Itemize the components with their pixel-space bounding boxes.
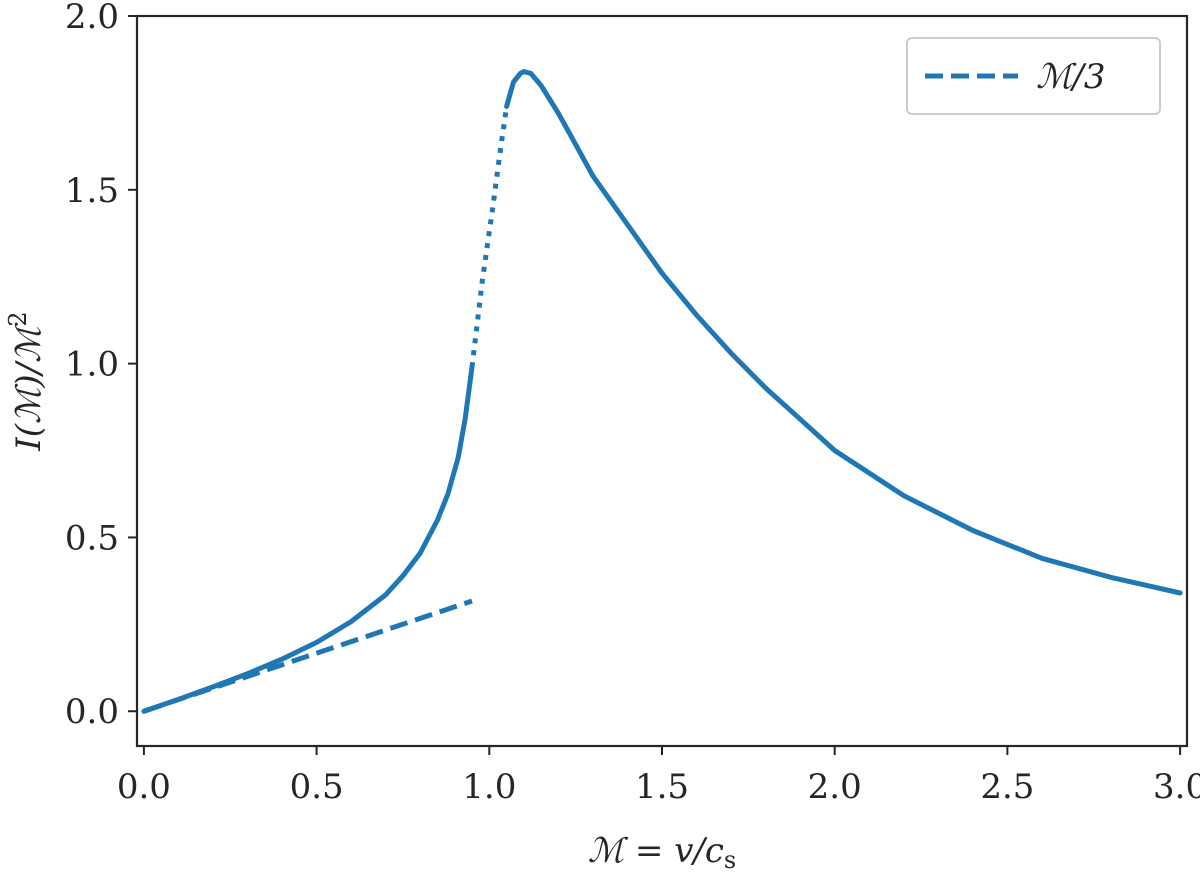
x-tick-label: 3.0 <box>1153 767 1200 807</box>
x-tick-label: 2.0 <box>808 767 862 807</box>
series-line-dotted <box>469 106 510 368</box>
series-line-solid <box>504 69 1183 596</box>
x-axis-label-subscript: s <box>724 846 736 874</box>
ticks-layer: 0.0 0.5 1.0 1.5 2.0 2.5 3.0 0.0 0.5 1.0 1.5 2.0 <box>65 0 1200 807</box>
legend: ℳ/3 <box>906 37 1161 115</box>
plot-frame <box>135 14 1189 748</box>
x-tick-label: 2.5 <box>980 767 1034 807</box>
series-line-solid <box>141 364 475 714</box>
y-tick-label: 0.5 <box>65 518 119 558</box>
x-tick-label: 1.5 <box>635 767 689 807</box>
series-layer <box>141 69 1183 714</box>
x-axis-label: ℳ = v/cs <box>588 831 737 874</box>
y-tick-label: 1.5 <box>65 171 119 211</box>
y-tick-label: 2.0 <box>65 0 119 37</box>
y-axis-label-superscript: 2 <box>4 311 32 326</box>
y-tick-label: 1.0 <box>65 345 119 385</box>
legend-box <box>906 37 1161 115</box>
y-tick-label: 0.0 <box>65 692 119 732</box>
x-tick-label: 1.0 <box>462 767 516 807</box>
x-tick-label: 0.5 <box>290 767 344 807</box>
y-axis-label: I(ℳ)/ℳ2 <box>4 311 49 451</box>
x-tick-label: 0.0 <box>117 767 171 807</box>
series-line-dashed <box>143 598 473 714</box>
legend-label: ℳ/3 <box>1036 57 1105 97</box>
